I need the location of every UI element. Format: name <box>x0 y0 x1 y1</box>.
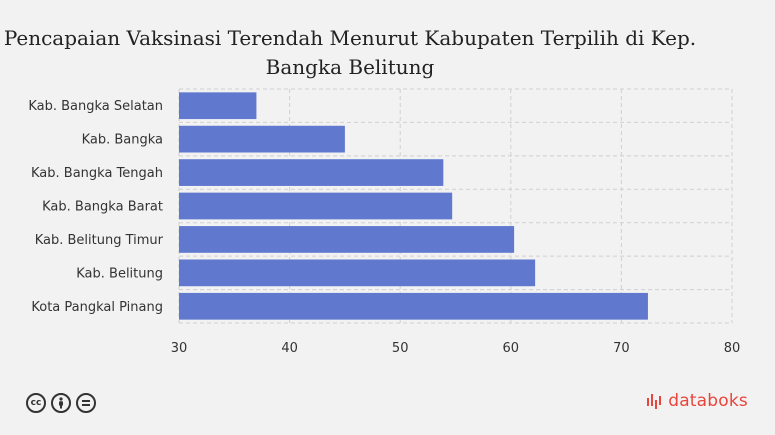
license-icons: cc <box>26 393 96 413</box>
category-label: Kab. Belitung <box>76 266 163 281</box>
x-tick-label: 50 <box>392 341 409 356</box>
category-label: Kab. Bangka Selatan <box>28 99 163 114</box>
bar <box>179 259 536 287</box>
x-tick-label: 70 <box>613 341 630 356</box>
category-label: Kab. Bangka Barat <box>42 200 163 215</box>
category-label: Kota Pangkal Pinang <box>31 300 163 315</box>
bar-layer <box>179 92 648 320</box>
x-tick-label: 40 <box>281 341 298 356</box>
bar <box>179 92 257 120</box>
x-tick-label: 30 <box>171 341 188 356</box>
x-tick-label: 60 <box>503 341 520 356</box>
bar <box>179 125 345 153</box>
category-label: Kab. Belitung Timur <box>35 233 164 248</box>
nd-icon <box>76 393 96 413</box>
databoks-icon <box>647 394 662 409</box>
category-label: Kab. Bangka Tengah <box>31 166 163 181</box>
brand-logo[interactable]: databoks <box>646 391 748 411</box>
x-tick-layer: 30 40 50 60 70 80 <box>171 341 741 356</box>
by-icon <box>51 393 71 413</box>
category-label-layer: Kab. Bangka Selatan Kab. Bangka Kab. Bangk… <box>28 99 163 315</box>
x-tick-label: 80 <box>724 341 741 356</box>
bar <box>179 159 444 186</box>
brand-name: databoks <box>668 391 748 411</box>
bar <box>179 226 515 253</box>
category-label: Kab. Bangka <box>82 133 163 148</box>
bar <box>179 292 648 320</box>
chart-title: Pencapaian Vaksinasi Terendah Menurut Ka… <box>3 26 697 79</box>
cc-icon: cc <box>26 393 46 413</box>
bar <box>179 192 453 220</box>
